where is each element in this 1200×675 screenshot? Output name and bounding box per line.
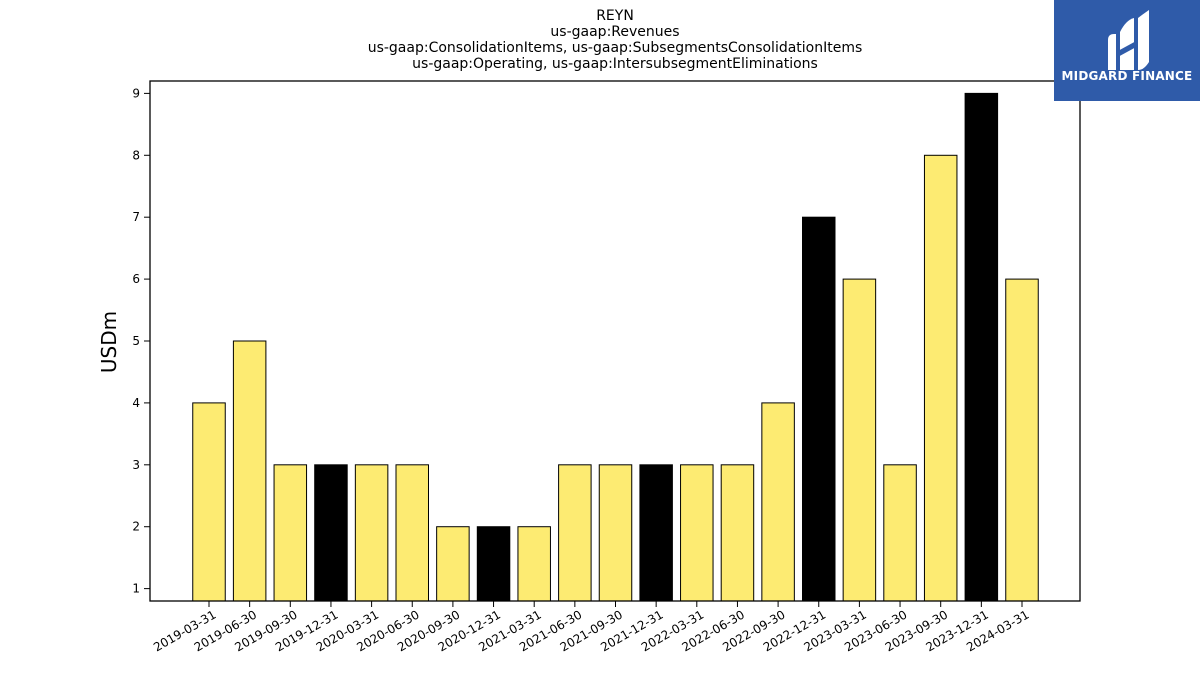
- bar: [558, 464, 592, 602]
- bar: [314, 464, 348, 602]
- bar: [395, 464, 429, 602]
- bar: [598, 464, 633, 602]
- y-tick-label: 4: [132, 396, 140, 410]
- bar: [192, 402, 226, 602]
- logo-text: MIDGARD FINANCE: [1061, 69, 1193, 83]
- title-line-3: us-gaap:ConsolidationItems, us-gaap:Subs…: [367, 40, 863, 56]
- title-line-1: REYN: [596, 8, 634, 24]
- y-tick-label: 5: [132, 334, 140, 348]
- bar: [476, 526, 511, 602]
- y-tick-label: 6: [132, 272, 140, 286]
- bar: [639, 464, 673, 602]
- title-line-4: us-gaap:Operating, us-gaap:Intersubsegme…: [412, 56, 818, 72]
- brand-logo: MIDGARD FINANCE: [1054, 0, 1200, 101]
- bar: [680, 464, 714, 602]
- bar: [883, 464, 917, 602]
- y-tick-label: 7: [132, 210, 140, 224]
- bar: [923, 154, 958, 602]
- brand-mark-icon: [1108, 10, 1149, 70]
- bar: [273, 464, 308, 602]
- bar: [964, 92, 999, 602]
- bar: [842, 278, 877, 602]
- y-tick-label: 3: [132, 458, 140, 472]
- y-axis-label: USDm: [97, 311, 121, 373]
- bar: [720, 464, 755, 602]
- y-tick-label: 2: [132, 520, 140, 534]
- bar: [354, 464, 389, 602]
- bar: [436, 526, 470, 602]
- y-tick-label: 8: [132, 148, 140, 162]
- bar: [802, 216, 836, 602]
- y-tick-label: 1: [132, 582, 140, 596]
- title-line-2: us-gaap:Revenues: [550, 24, 680, 40]
- y-tick-label: 9: [132, 86, 140, 100]
- bar: [1005, 278, 1039, 602]
- bar: [517, 526, 551, 602]
- bar: [232, 340, 267, 602]
- bar: [761, 402, 795, 602]
